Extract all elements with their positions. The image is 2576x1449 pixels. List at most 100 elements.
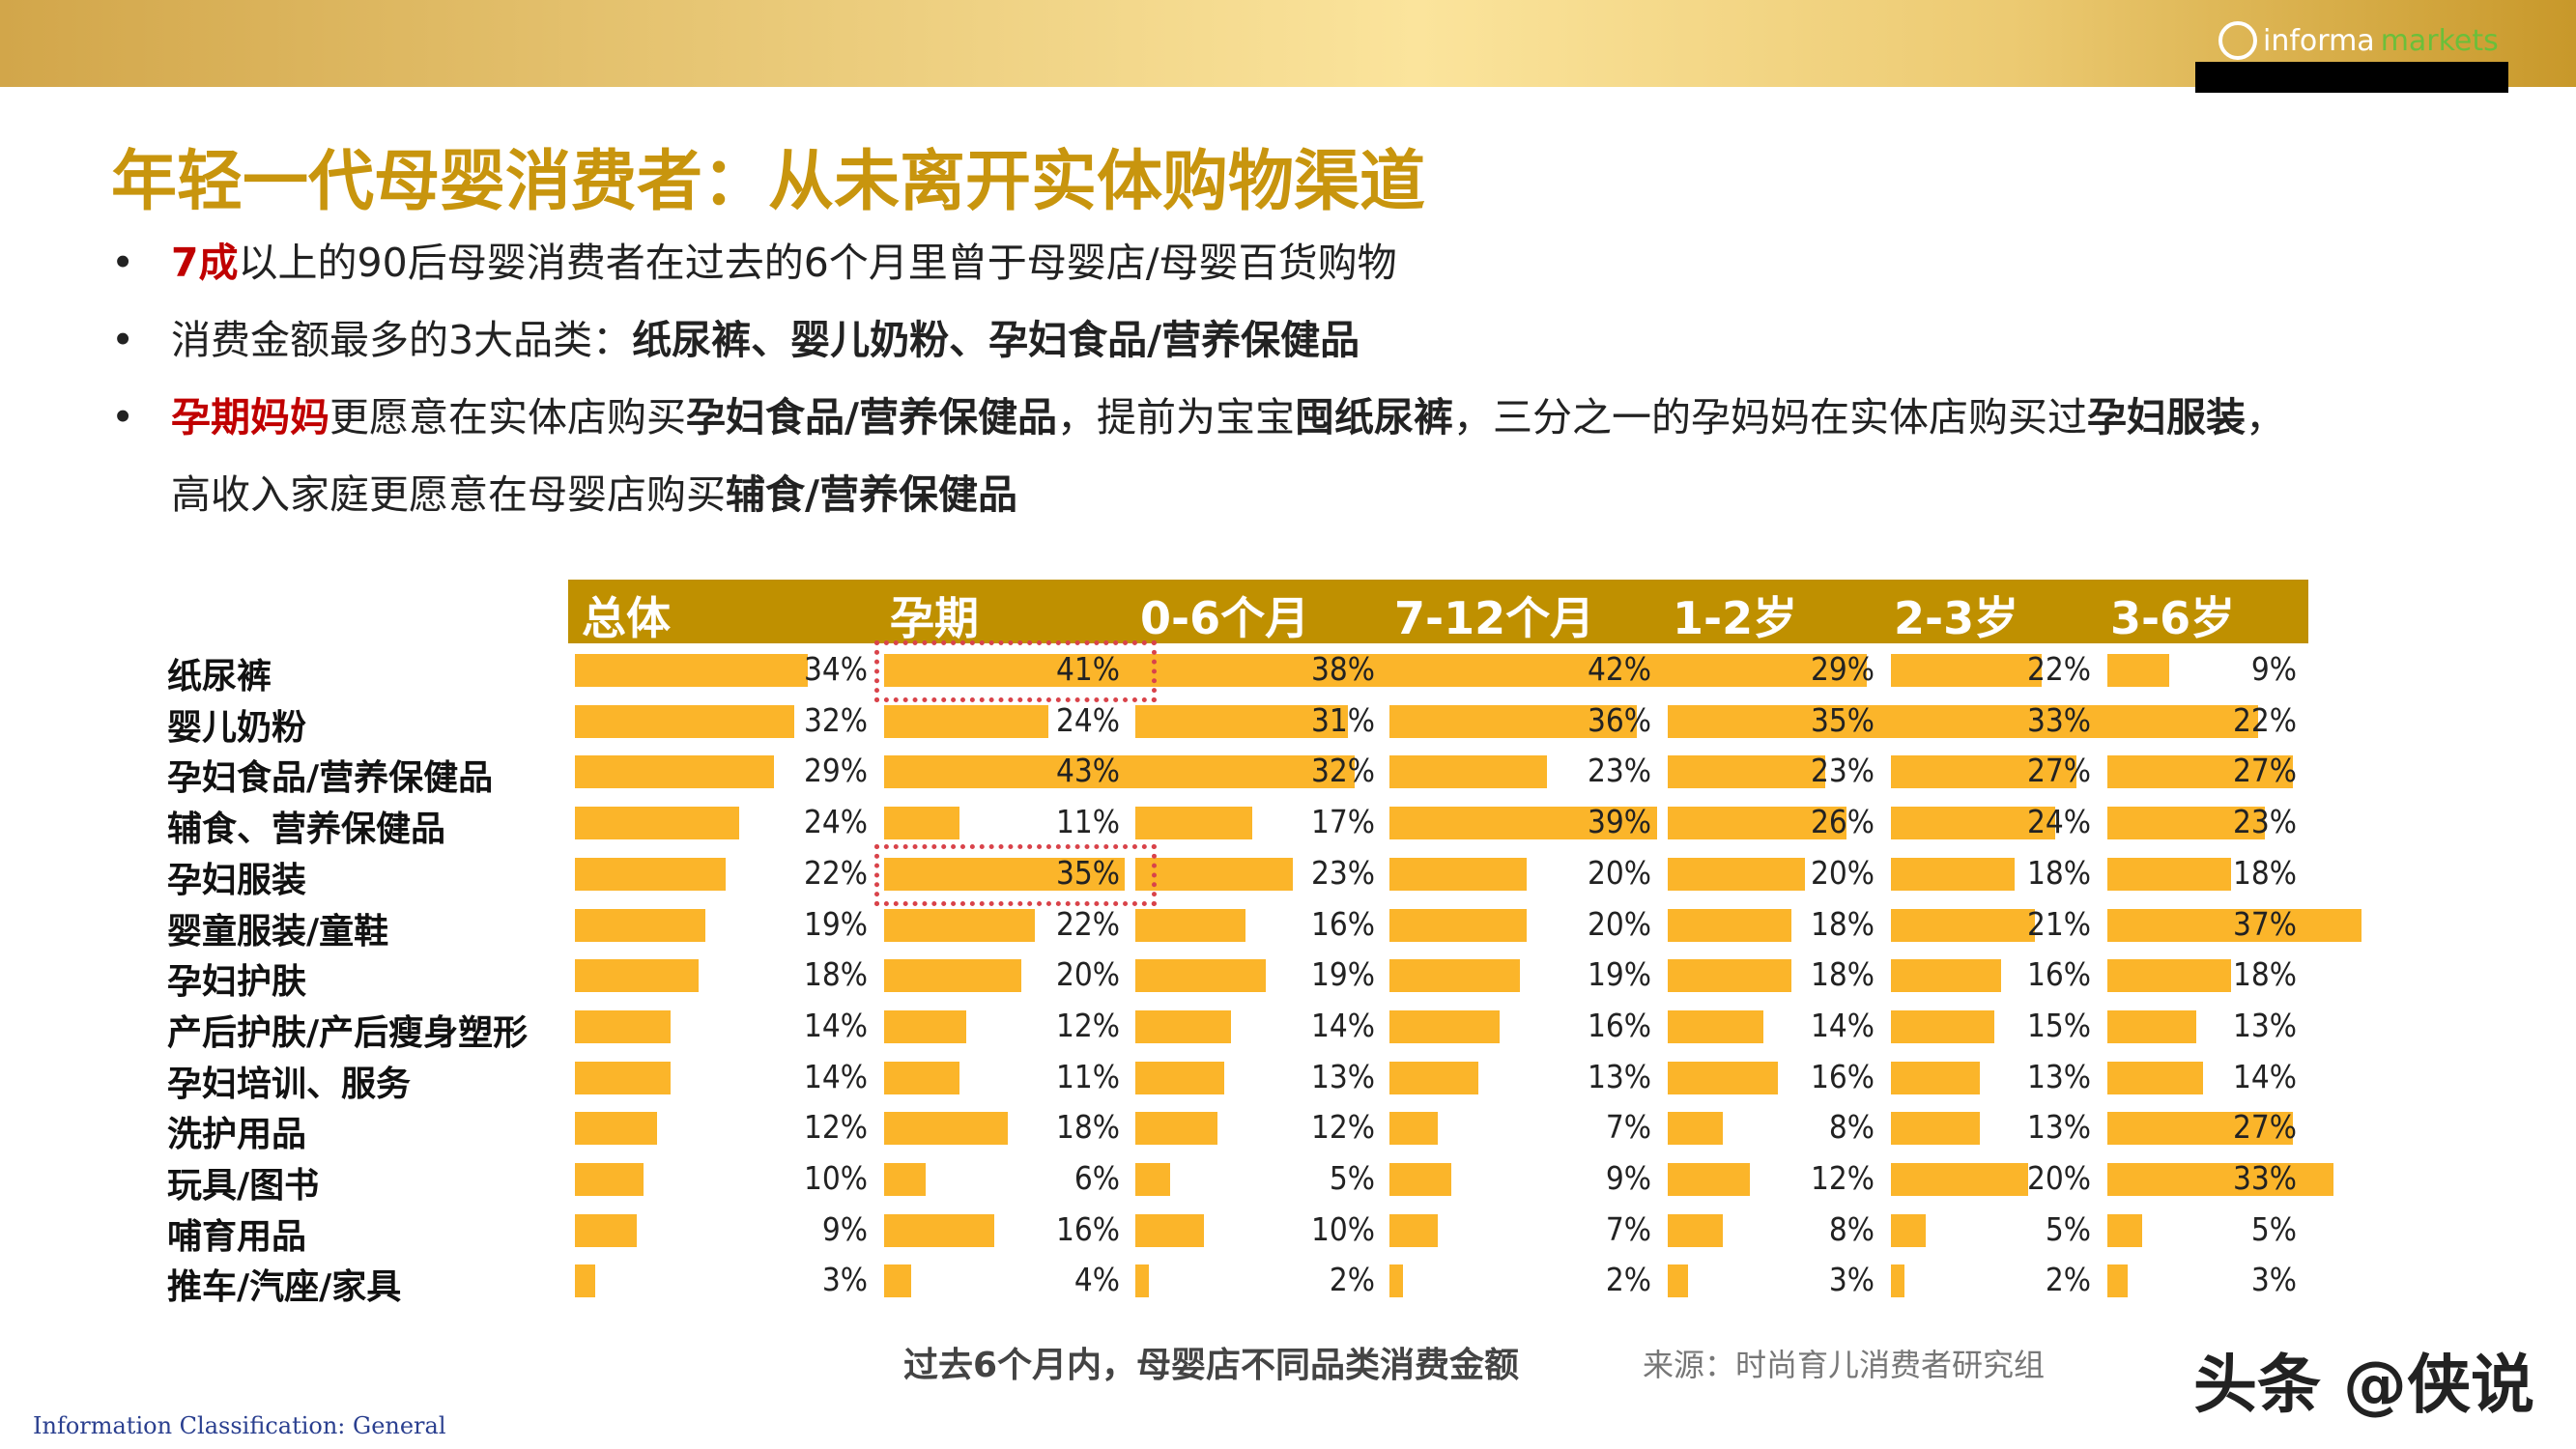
bar bbox=[575, 654, 809, 687]
data-label: 23% bbox=[1311, 853, 1375, 892]
data-label: 3% bbox=[1828, 1261, 1875, 1299]
data-label: 11% bbox=[1056, 803, 1120, 841]
bar bbox=[884, 755, 1180, 789]
bar bbox=[1135, 1163, 1170, 1196]
bar bbox=[1891, 1163, 2028, 1196]
data-label: 21% bbox=[2027, 904, 2091, 943]
bar bbox=[1389, 755, 1548, 789]
bar bbox=[2107, 1163, 2334, 1196]
watermark: 头条 @侠说 bbox=[2193, 1348, 2534, 1422]
column-header: 总体 bbox=[582, 592, 671, 644]
bar bbox=[1891, 959, 2001, 993]
data-label: 18% bbox=[2233, 955, 2297, 994]
bar bbox=[884, 704, 1049, 738]
data-label: 14% bbox=[804, 1006, 868, 1044]
bar bbox=[2107, 959, 2231, 993]
data-label: 20% bbox=[1588, 853, 1651, 892]
data-label: 20% bbox=[1811, 853, 1875, 892]
bar bbox=[1668, 857, 1805, 891]
bar bbox=[1135, 704, 1349, 738]
page-title: 年轻一代母婴消费者：从未离开实体购物渠道 bbox=[111, 144, 1426, 220]
row-label: 孕妇护肤 bbox=[167, 962, 307, 1003]
bar bbox=[1668, 755, 1826, 789]
row-label: 哺育用品 bbox=[167, 1216, 307, 1257]
data-label: 20% bbox=[1056, 955, 1120, 994]
data-label: 32% bbox=[804, 700, 868, 739]
bullet-dot: • bbox=[111, 394, 135, 440]
data-label: 7% bbox=[1605, 1108, 1651, 1147]
data-label: 3% bbox=[2250, 1261, 2297, 1299]
bar bbox=[1668, 654, 1867, 687]
data-label: 12% bbox=[1056, 1006, 1120, 1044]
bullet-text: 孕妇食品/营养保健品 bbox=[686, 394, 1057, 440]
bar bbox=[1389, 1163, 1451, 1196]
bar bbox=[884, 1112, 1008, 1146]
bar bbox=[1891, 908, 2036, 942]
bar bbox=[575, 1061, 672, 1094]
data-label: 34% bbox=[804, 650, 868, 688]
bar bbox=[1135, 807, 1252, 840]
row-label: 玩具/图书 bbox=[167, 1166, 320, 1206]
data-label: 5% bbox=[2250, 1209, 2297, 1248]
data-label: 24% bbox=[1056, 700, 1120, 739]
data-label: 10% bbox=[804, 1159, 868, 1197]
bullet-item: • 7成以上的90后母婴消费者在过去的6个月里曾于母婴店/母婴百货购物 bbox=[111, 230, 1397, 288]
data-label: 23% bbox=[1588, 752, 1651, 790]
column-header: 孕期 bbox=[890, 592, 979, 644]
bar bbox=[575, 1112, 658, 1146]
data-label: 23% bbox=[2233, 803, 2297, 841]
data-label: 24% bbox=[2027, 803, 2091, 841]
data-label: 37% bbox=[2233, 904, 2297, 943]
bar bbox=[1389, 807, 1657, 840]
bar bbox=[575, 1213, 637, 1247]
data-label: 2% bbox=[1605, 1261, 1651, 1299]
data-label: 13% bbox=[2027, 1057, 2091, 1095]
bullet-item: 高收入家庭更愿意在母婴店购买辅食/营养保健品 bbox=[111, 462, 1017, 520]
bar bbox=[575, 1163, 644, 1196]
bar bbox=[1891, 755, 2076, 789]
bar bbox=[1891, 704, 2118, 738]
data-label: 18% bbox=[1811, 955, 1875, 994]
row-label: 孕妇食品/营养保健品 bbox=[167, 758, 494, 799]
data-label: 27% bbox=[2233, 1108, 2297, 1147]
bar bbox=[1668, 959, 1791, 993]
bar bbox=[1389, 1009, 1500, 1043]
data-label: 18% bbox=[804, 955, 868, 994]
bar bbox=[1668, 1163, 1751, 1196]
bullet-text: 纸尿裤、婴儿奶粉、孕妇食品/营养保健品 bbox=[632, 317, 1360, 363]
bar bbox=[575, 704, 795, 738]
bar bbox=[1891, 1112, 1981, 1146]
row-label: 婴童服装/童鞋 bbox=[167, 911, 389, 952]
bar bbox=[575, 1009, 672, 1043]
bar bbox=[1891, 1061, 1981, 1094]
bullet-text: 更愿意在实体店购买 bbox=[329, 394, 686, 440]
bar bbox=[884, 1213, 994, 1247]
bar bbox=[2107, 1061, 2204, 1094]
bar bbox=[2107, 704, 2259, 738]
classification-label: Information Classification: General bbox=[33, 1412, 446, 1439]
bar bbox=[575, 959, 699, 993]
data-label: 12% bbox=[1811, 1159, 1875, 1197]
data-label: 33% bbox=[2027, 700, 2091, 739]
bar bbox=[575, 755, 774, 789]
bullet-text: 7成 bbox=[171, 240, 239, 286]
data-label: 5% bbox=[2045, 1209, 2091, 1248]
bullet-dot: • bbox=[111, 240, 135, 286]
bullet-text: ， bbox=[2245, 394, 2285, 440]
data-label: 14% bbox=[1311, 1006, 1375, 1044]
data-label: 20% bbox=[2027, 1159, 2091, 1197]
bar bbox=[1668, 704, 1908, 738]
data-label: 11% bbox=[1056, 1057, 1120, 1095]
bar bbox=[1135, 1213, 1204, 1247]
data-label: 20% bbox=[1588, 904, 1651, 943]
bar bbox=[1668, 1061, 1778, 1094]
bar bbox=[1891, 1213, 1926, 1247]
bar bbox=[2107, 755, 2293, 789]
row-label: 辅食、营养保健品 bbox=[167, 810, 446, 850]
data-label: 10% bbox=[1311, 1209, 1375, 1248]
data-label: 9% bbox=[821, 1209, 868, 1248]
data-label: 22% bbox=[2233, 700, 2297, 739]
data-label: 35% bbox=[1811, 700, 1875, 739]
bar bbox=[1891, 654, 2043, 687]
data-label: 24% bbox=[804, 803, 868, 841]
